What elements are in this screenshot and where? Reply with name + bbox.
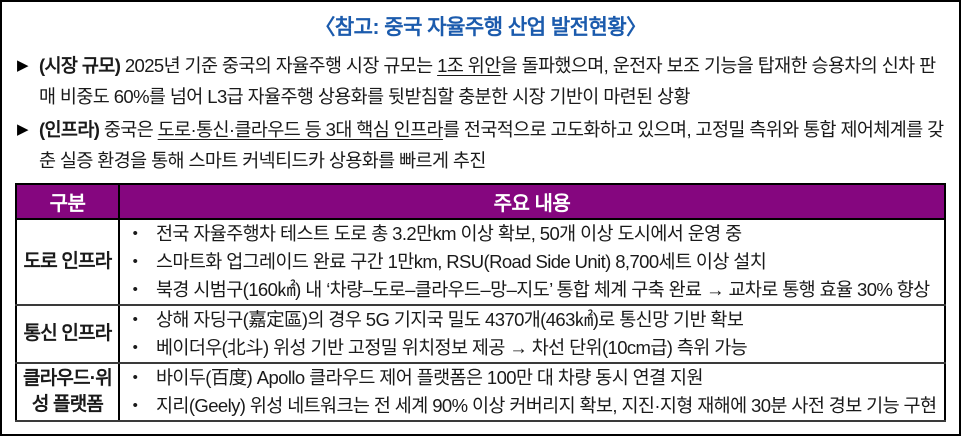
col-header-category: 구분 [15,183,120,220]
bullet-dot-icon: • [132,281,138,298]
list-item-text: 지리(Geely) 위성 네트워크는 전 세계 90% 이상 커버리지 확보, … [156,395,937,416]
bullet-dot-icon: • [132,339,138,356]
list-item-text: 스마트화 업그레이드 완료 구간 1만km, RSU(Road Side Uni… [156,251,767,272]
underlined-text: 도로·통신·클라우드 등 3대 핵심 인프라 [157,119,444,140]
list-item: • 북경 시범구(160㎢) 내 ‘차량–도로–클라우드–망–지도’ 통합 체계 … [120,276,944,304]
table-row-cloud-satellite: 클라우드·위 성 플랫폼 • 바이두(百度) Apollo 클라우드 제어 플랫폼… [15,362,946,422]
list-item-text: 바이두(百度) Apollo 클라우드 제어 플랫폼은 100만 대 차량 동시… [156,367,703,388]
bullet-label: (시장 규모) [38,55,121,76]
bullet-text-segment: 을 돌파했으며, 운전자 보조 기능을 탑재한 승용차의 신차 판매 비중도 6… [38,55,936,107]
bullet-dot-icon: • [132,253,138,270]
list-item-text: 북경 시범구(160㎢) 내 ‘차량–도로–클라우드–망–지도’ 통합 체계 구… [156,279,930,300]
info-table: 구분 주요 내용 도로 인프라 • 전국 자율주행차 테스트 도로 총 3.2만k… [15,183,946,422]
underlined-text: 1조 위안 [437,55,501,76]
list-item-text: 전국 자율주행차 테스트 도로 총 3.2만km 이상 확보, 50개 이상 도… [156,223,742,244]
bullet-label: (인프라) [38,119,100,140]
bullet-dot-icon: • [132,397,138,414]
table-row-road-infra: 도로 인프라 • 전국 자율주행차 테스트 도로 총 3.2만km 이상 확보, … [15,218,946,306]
row-content: • 상해 자딩구(嘉定區)의 경우 5G 기지국 밀도 4370개(463㎢)로 … [118,304,946,364]
triangle-bullet-icon: ▶ [17,57,29,74]
row-category: 도로 인프라 [15,218,120,306]
list-item: • 스마트화 업그레이드 완료 구간 1만km, RSU(Road Side Un… [120,248,944,276]
page-title: 〈참고: 중국 자율주행 산업 발전현황〉 [314,16,647,39]
list-item: • 바이두(百度) Apollo 클라우드 제어 플랫폼은 100만 대 차량 동… [120,364,944,392]
list-item: • 베이더우(北斗) 위성 기반 고정밀 위치정보 제공 → 차선 단위(10cm… [120,334,944,362]
row-content: • 바이두(百度) Apollo 클라우드 제어 플랫폼은 100만 대 차량 동… [118,362,946,422]
row-category: 통신 인프라 [15,304,120,364]
bullet-dot-icon: • [132,311,138,328]
bullet-infrastructure: ▶ (인프라) 중국은 도로·통신·클라우드 등 3대 핵심 인프라를 전국적으… [17,114,946,176]
row-content: • 전국 자율주행차 테스트 도로 총 3.2만km 이상 확보, 50개 이상 … [118,218,946,306]
table-row-comm-infra: 통신 인프라 • 상해 자딩구(嘉定區)의 경우 5G 기지국 밀도 4370개(… [15,304,946,364]
bullet-text-segment: 를 전국적으로 고도화하고 있으며, 고정밀 측위와 통합 제어체계를 갖춘 실… [38,119,944,171]
bullet-dot-icon: • [132,225,138,242]
list-item: • 상해 자딩구(嘉定區)의 경우 5G 기지국 밀도 4370개(463㎢)로 … [120,306,944,334]
table-header-row: 구분 주요 내용 [15,183,946,220]
bullet-text-segment: 2025년 기준 중국의 자율주행 시장 규모는 [120,55,438,76]
list-item-text: 베이더우(北斗) 위성 기반 고정밀 위치정보 제공 → 차선 단위(10cm급… [156,337,748,358]
col-header-content: 주요 내용 [118,183,946,220]
bullet-market-size-text: (시장 규모) 2025년 기준 중국의 자율주행 시장 규모는 1조 위안을 … [39,50,946,112]
triangle-bullet-icon: ▶ [17,121,29,138]
list-item: • 전국 자율주행차 테스트 도로 총 3.2만km 이상 확보, 50개 이상 … [120,220,944,248]
list-item: • 지리(Geely) 위성 네트워크는 전 세계 90% 이상 커버리지 확보,… [120,392,944,420]
row-category: 클라우드·위 성 플랫폼 [15,362,120,422]
list-item-text: 상해 자딩구(嘉定區)의 경우 5G 기지국 밀도 4370개(463㎢)로 통… [156,309,744,330]
bullet-text-segment: 중국은 [99,119,158,140]
bullet-dot-icon: • [132,369,138,386]
bullet-market-size: ▶ (시장 규모) 2025년 기준 중국의 자율주행 시장 규모는 1조 위안… [17,50,946,112]
bullet-infrastructure-text: (인프라) 중국은 도로·통신·클라우드 등 3대 핵심 인프라를 전국적으로 … [39,114,946,176]
